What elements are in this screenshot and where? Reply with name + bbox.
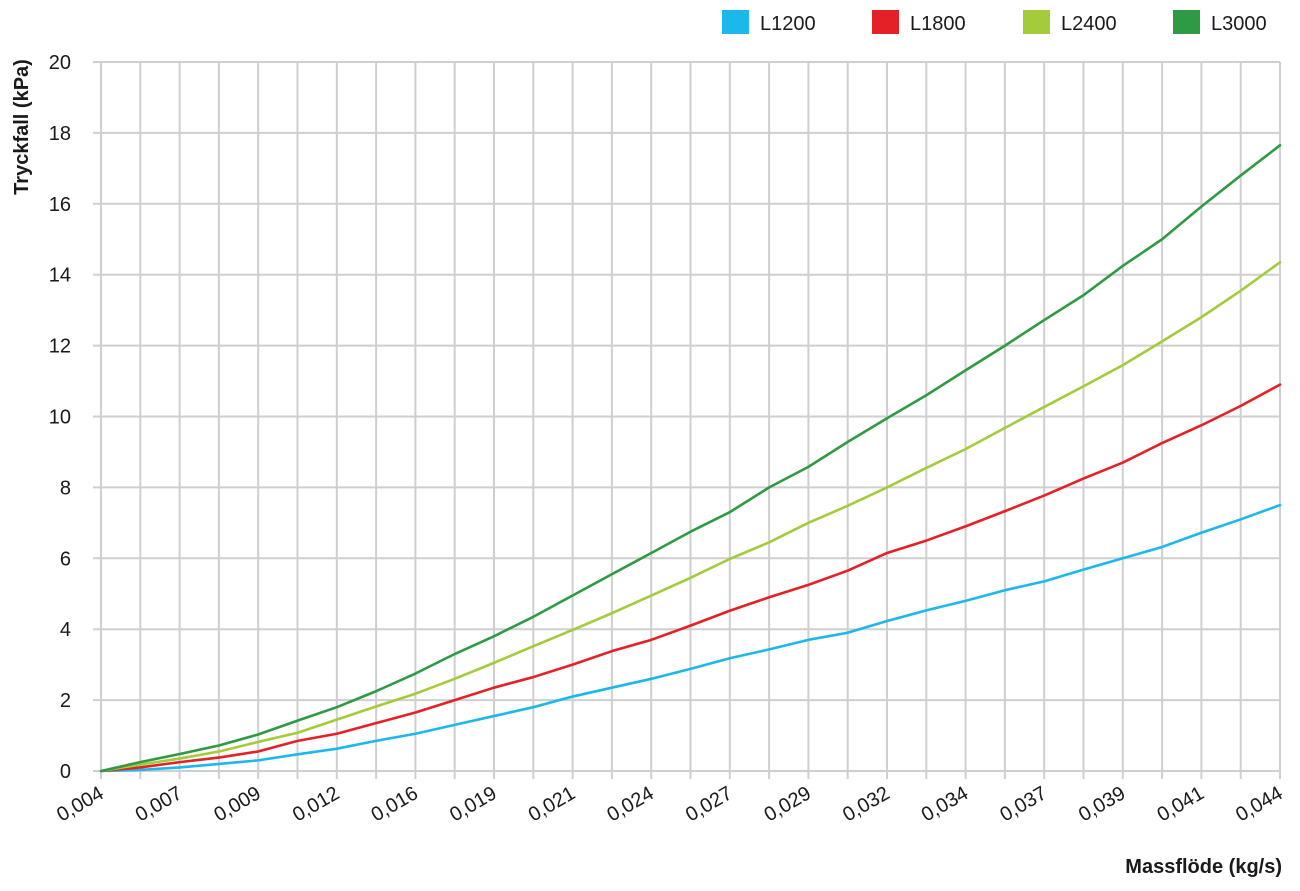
x-tick-label: 0,029 xyxy=(761,782,815,826)
series-line-l1800 xyxy=(99,383,1282,773)
y-tick-label: 8 xyxy=(60,477,71,499)
legend-item-l1200: L1200 xyxy=(722,10,816,35)
x-tick-label: 0,044 xyxy=(1232,782,1286,826)
x-tick-label: 0,027 xyxy=(682,782,736,826)
legend: L1200 L1800 L2400 L3000 xyxy=(722,10,1267,35)
x-tick-label: 0,021 xyxy=(525,782,579,826)
y-tick-label: 4 xyxy=(60,619,71,641)
x-tick-label: 0,041 xyxy=(1154,782,1208,826)
x-tick-label: 0,034 xyxy=(918,782,972,826)
y-tick-label: 6 xyxy=(60,548,71,570)
legend-item-l3000: L3000 xyxy=(1173,10,1267,35)
legend-swatch xyxy=(1173,10,1200,34)
x-tick-label: 0,012 xyxy=(289,782,343,826)
legend-swatch xyxy=(722,10,749,34)
x-tick-label: 0,037 xyxy=(996,782,1050,826)
y-tick-label: 10 xyxy=(49,407,71,429)
x-tick-label: 0,039 xyxy=(1075,782,1129,826)
y-axis-title: Tryckfall (kPa) xyxy=(11,59,33,195)
y-tick-label: 16 xyxy=(49,194,71,216)
y-axis-ticks: 0 2 4 6 8 10 12 14 16 18 20 xyxy=(49,52,71,783)
y-tick-label: 20 xyxy=(49,52,71,74)
series-lines xyxy=(99,144,1282,773)
series-line-l1200 xyxy=(99,503,1282,773)
legend-item-l2400: L2400 xyxy=(1023,10,1117,35)
legend-item-l1800: L1800 xyxy=(872,10,966,35)
x-tick-label: 0,032 xyxy=(839,782,893,826)
y-tick-label: 12 xyxy=(49,336,71,358)
x-axis-ticks: 0,004 0,007 0,009 0,012 0,016 0,019 0,021 0,024… xyxy=(53,782,1286,826)
series-line-l2400 xyxy=(99,260,1282,773)
x-tick-label: 0,019 xyxy=(446,782,500,826)
y-tick-label: 0 xyxy=(60,761,71,783)
x-tick-label: 0,004 xyxy=(53,782,107,826)
x-tick-label: 0,016 xyxy=(368,782,422,826)
legend-swatch xyxy=(872,10,899,34)
series-line-l3000 xyxy=(99,144,1282,773)
x-axis-title: Massflöde (kg/s) xyxy=(1125,856,1282,878)
legend-label: L1800 xyxy=(910,13,966,35)
legend-label: L1200 xyxy=(760,13,816,35)
legend-label: L3000 xyxy=(1211,13,1267,35)
x-tick-label: 0,009 xyxy=(210,782,264,826)
legend-label: L2400 xyxy=(1061,13,1117,35)
grid xyxy=(93,61,1281,779)
y-tick-label: 18 xyxy=(49,123,71,145)
x-tick-label: 0,024 xyxy=(603,782,657,826)
legend-swatch xyxy=(1023,10,1050,34)
y-tick-label: 2 xyxy=(60,690,71,712)
y-tick-label: 14 xyxy=(49,265,71,287)
x-tick-label: 0,007 xyxy=(132,782,186,826)
